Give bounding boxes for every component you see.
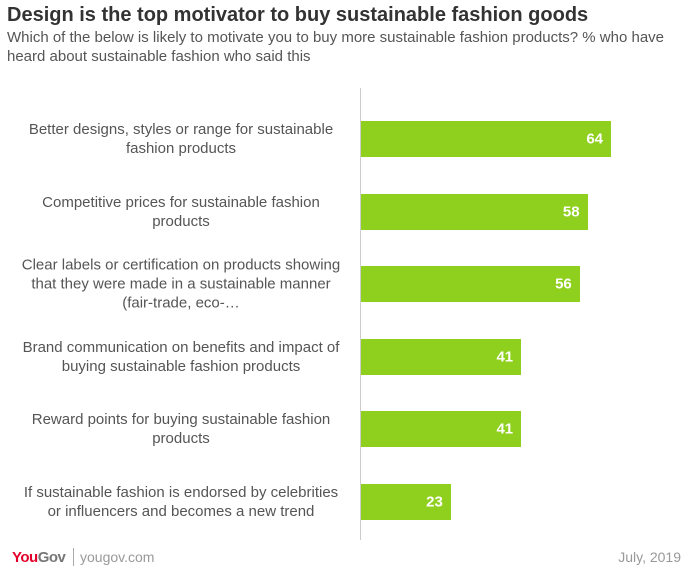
data-label: 64 xyxy=(586,130,603,148)
bar xyxy=(361,411,522,448)
data-label: 56 xyxy=(555,275,572,293)
bar xyxy=(361,338,522,375)
category-label: Brand communication on benefits and impa… xyxy=(22,338,340,375)
chart-subtitle: Which of the below is likely to motivate… xyxy=(7,29,665,65)
data-label: 41 xyxy=(496,348,514,366)
footer-site: yougov.com xyxy=(80,549,155,565)
yougov-logo: YouGov xyxy=(12,549,66,566)
footer-divider xyxy=(73,548,74,566)
bar xyxy=(361,266,580,303)
category-label: Reward points for buying sustainable fas… xyxy=(31,411,331,448)
chart-title: Design is the top motivator to buy susta… xyxy=(7,4,589,26)
y-axis-line xyxy=(360,88,361,540)
bar xyxy=(361,121,611,157)
data-label: 41 xyxy=(496,420,514,438)
data-label: 23 xyxy=(426,493,443,511)
category-label: If sustainable fashion is endorsed by ce… xyxy=(23,484,339,520)
bar xyxy=(361,484,451,520)
data-label: 58 xyxy=(562,203,580,221)
category-label: Clear labels or certification on product… xyxy=(21,256,341,312)
category-label: Competitive prices for sustainable fashi… xyxy=(42,193,320,230)
category-label: Better designs, styles or range for sust… xyxy=(28,121,334,157)
bar xyxy=(361,193,588,230)
footer-date: July, 2019 xyxy=(618,549,681,565)
